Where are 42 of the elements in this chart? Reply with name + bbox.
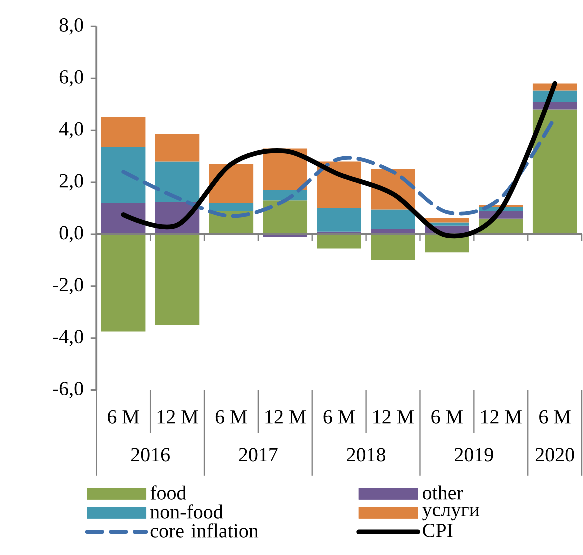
y-tick-label: -2,0 xyxy=(53,278,84,295)
x-tick-label: 6 M xyxy=(324,410,356,424)
y-tick-label: 0,0 xyxy=(60,226,84,243)
text: 2016 xyxy=(131,448,170,462)
bar xyxy=(101,147,146,204)
legend-label: CPI xyxy=(423,524,453,538)
line-series xyxy=(121,81,558,239)
bar xyxy=(317,208,362,232)
bar xyxy=(317,234,362,249)
y-tick-label: 2,0 xyxy=(60,174,84,191)
bar xyxy=(101,234,146,332)
text: 2018 xyxy=(347,448,386,462)
bar xyxy=(155,234,200,326)
x-tick-label: 6 M xyxy=(216,410,248,424)
y-tick-label: 6,0 xyxy=(60,70,84,87)
x-tick-label: 6 M xyxy=(108,410,140,424)
x-tick-label: 6 M xyxy=(540,410,571,424)
y-tick-label: -6,0 xyxy=(53,382,84,398)
bar xyxy=(155,134,200,162)
text: 2020 xyxy=(536,448,574,462)
text: 2017 xyxy=(239,448,278,462)
legend-label: non-food xyxy=(150,504,224,519)
legend-label: food xyxy=(150,486,186,500)
x-tick-label: 12 M xyxy=(266,410,306,424)
y-tick-label: 8,0 xyxy=(60,18,84,35)
bar xyxy=(263,200,308,234)
bar xyxy=(532,110,578,234)
y-tick-label: 4,0 xyxy=(59,122,84,139)
x-tick-label: 6 M xyxy=(432,410,463,424)
bar xyxy=(371,210,416,230)
bar xyxy=(371,234,416,260)
bar xyxy=(155,162,200,202)
y-tick-label: -4,0 xyxy=(53,330,84,347)
legend-label: other xyxy=(423,486,464,500)
x-tick-label: 12 M xyxy=(482,410,522,424)
text: 2019 xyxy=(455,448,494,462)
x-tick-label: 12 M xyxy=(374,410,414,424)
x-tick-label: 12 M xyxy=(158,410,198,424)
legend-label: core inflation xyxy=(150,524,259,538)
bar xyxy=(101,118,146,148)
bar xyxy=(209,203,254,212)
legend-label: услуги xyxy=(422,506,480,521)
